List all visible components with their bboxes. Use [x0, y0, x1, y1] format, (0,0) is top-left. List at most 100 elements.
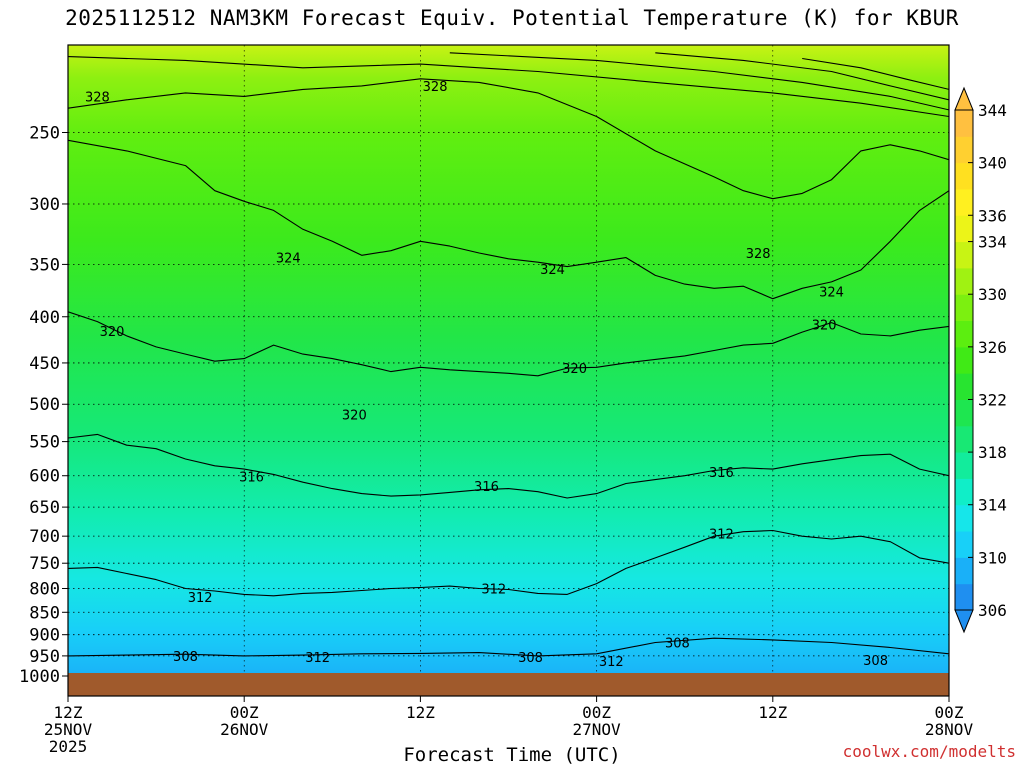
contour-labels: 328 328 328 324 324 324 320 320 320 320 316 316 316 3… [85, 80, 888, 670]
y-tick-label-900: 900 [29, 626, 60, 646]
contour-label-13: 312 [188, 591, 213, 606]
colorbar: 306 310 314 318 322 326 330 334 336 340 344 [954, 86, 1007, 634]
contour-336 [449, 52, 949, 111]
contour-label-17: 312 [305, 651, 330, 666]
contour-label-4: 324 [540, 263, 565, 278]
colorbar-label-318: 318 [978, 443, 1007, 462]
colorbar-segment-7 [955, 399, 973, 427]
contour-label-5: 324 [819, 285, 844, 300]
colorbar-frame [954, 109, 974, 611]
contour-324 [68, 139, 949, 300]
contour-label-9: 320 [812, 319, 837, 334]
colorbar-segment-15 [955, 188, 973, 216]
y-tick-label-1000: 1000 [19, 667, 60, 687]
y-tick-label-450: 450 [29, 354, 60, 374]
colorbar-segment-0 [955, 583, 973, 611]
contour-label-1: 328 [423, 80, 448, 95]
colorbar-label-314: 314 [978, 496, 1007, 515]
x-tick-label-0-2: 2025 [49, 737, 88, 756]
contour-label-19: 308 [665, 636, 690, 651]
plot-area: 328 328 328 324 324 324 320 320 320 320 316 316 316 3… [67, 44, 950, 697]
x-tick-label-3-0: 00Z [582, 703, 611, 722]
colorbar-segment-2 [955, 531, 973, 558]
colorbar-segment-9 [955, 346, 973, 374]
contour-label-12: 316 [709, 466, 734, 481]
y-tick-label-850: 850 [29, 603, 60, 623]
colorbar-segment-3 [955, 504, 973, 532]
y-axis: 250 300 350 400 450 500 550 600 650 700 750 800 850 9… [19, 123, 68, 687]
colorbar-segment-6 [955, 425, 973, 453]
contour-label-7: 320 [562, 362, 587, 377]
x-tick-label-5-1: 28NOV [925, 720, 974, 739]
chart-title: 2025112512 NAM3KM Forecast Equiv. Potent… [65, 6, 959, 30]
contour-328 [68, 78, 949, 200]
contour-label-20: 312 [599, 655, 624, 670]
colorbar-label-334: 334 [978, 233, 1007, 252]
y-tick-label-800: 800 [29, 580, 60, 600]
plot-frame [67, 44, 950, 697]
theta-e-field [68, 45, 949, 696]
y-tick-label-700: 700 [29, 527, 60, 547]
x-tick-label-1-1: 26NOV [220, 720, 269, 739]
x-axis-label: Forecast Time (UTC) [403, 744, 621, 766]
contour-label-8: 320 [342, 408, 367, 423]
colorbar-segment-1 [955, 557, 973, 585]
contour-332 [68, 56, 949, 118]
colorbar-segment-11 [955, 294, 973, 322]
contour-label-11: 316 [474, 480, 499, 495]
contour-label-0: 328 [85, 90, 110, 105]
x-tick-label-4-0: 12Z [758, 703, 787, 722]
colorbar-label-326: 326 [978, 338, 1007, 357]
contour-label-2: 328 [746, 247, 771, 262]
colorbar-label-340: 340 [978, 154, 1007, 173]
colorbar-segment-17 [955, 136, 973, 164]
contour-344 [802, 57, 949, 90]
colorbar-label-336: 336 [978, 206, 1007, 225]
contour-320 [68, 311, 949, 377]
colorbar-label-330: 330 [978, 285, 1007, 304]
colorbar-segment-8 [955, 373, 973, 400]
contour-label-16: 308 [173, 650, 198, 665]
colorbar-label-310: 310 [978, 548, 1007, 567]
x-tick-label-0-0: 12Z [54, 703, 83, 722]
colorbar-segment-16 [955, 162, 973, 190]
colorbar-segment-12 [955, 267, 973, 295]
contour-lines [68, 52, 949, 657]
contour-label-3: 324 [276, 252, 301, 267]
contour-340 [655, 52, 949, 101]
contour-312 [68, 529, 949, 597]
contour-label-21: 308 [863, 654, 888, 669]
ground-terrain [68, 673, 949, 696]
colorbar-label-322: 322 [978, 390, 1007, 409]
contour-label-10: 316 [239, 470, 264, 485]
y-tick-label-250: 250 [29, 123, 60, 143]
colorbar-bottom-arrow [954, 609, 974, 634]
y-tick-label-500: 500 [29, 395, 60, 415]
y-tick-label-350: 350 [29, 255, 60, 275]
x-tick-label-1-0: 00Z [230, 703, 259, 722]
y-tick-label-750: 750 [29, 554, 60, 574]
y-tick-label-650: 650 [29, 498, 60, 518]
colorbar-top-arrow [954, 86, 974, 111]
contour-label-18: 308 [518, 651, 543, 666]
y-tick-label-600: 600 [29, 467, 60, 487]
y-tick-label-300: 300 [29, 195, 60, 215]
contour-308 [68, 637, 949, 657]
contour-label-6: 320 [100, 325, 125, 340]
source-credit: coolwx.com/modelts [842, 742, 1016, 761]
colorbar-label-344: 344 [978, 101, 1007, 120]
colorbar-segment-10 [955, 320, 973, 348]
colorbar-segment-13 [955, 241, 973, 269]
colorbar-label-306: 306 [978, 601, 1007, 620]
colorbar-segment-4 [955, 478, 973, 506]
contour-label-14: 312 [481, 583, 506, 598]
y-tick-label-400: 400 [29, 308, 60, 328]
x-tick-label-0-1: 25NOV [44, 720, 93, 739]
y-tick-label-950: 950 [29, 647, 60, 667]
x-tick-label-3-1: 27NOV [573, 720, 622, 739]
colorbar-segment-18 [955, 110, 973, 137]
colorbar-segment-14 [955, 215, 973, 243]
contour-label-15: 312 [709, 527, 734, 542]
